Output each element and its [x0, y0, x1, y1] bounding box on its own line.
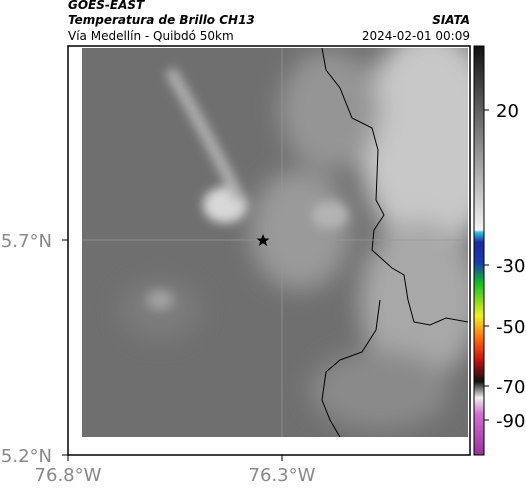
- axes: 5.7°N 5.2°N76.8°W 76.3°W 20 -30 -50 -70 -90: [1, 101, 526, 486]
- map-frame: [67, 45, 471, 456]
- source: GOES-EAST: [68, 0, 145, 12]
- lon-label: 76.3°W: [249, 465, 316, 486]
- lon-label: 76.8°W: [35, 465, 102, 486]
- lat-label: 5.7°N: [1, 231, 52, 252]
- org: SIATA: [432, 13, 470, 27]
- colorbar-tick-label: 20: [496, 101, 519, 122]
- route: Vía Medellín - Quibdó 50km: [68, 29, 234, 43]
- colorbar-tick-label: -30: [496, 256, 525, 277]
- colorbar-tick-label: -70: [496, 377, 525, 398]
- datetime: 2024-02-01 00:09: [362, 29, 470, 43]
- colorbar-tick-label: -90: [496, 411, 525, 432]
- colorbar-tick-label: -50: [496, 317, 525, 338]
- satellite-image: [82, 48, 468, 437]
- location-star: [256, 234, 270, 246]
- colorbar: [473, 45, 485, 456]
- title: Temperatura de Brillo CH13: [68, 13, 255, 27]
- lat-label: 5.2°N: [1, 446, 52, 467]
